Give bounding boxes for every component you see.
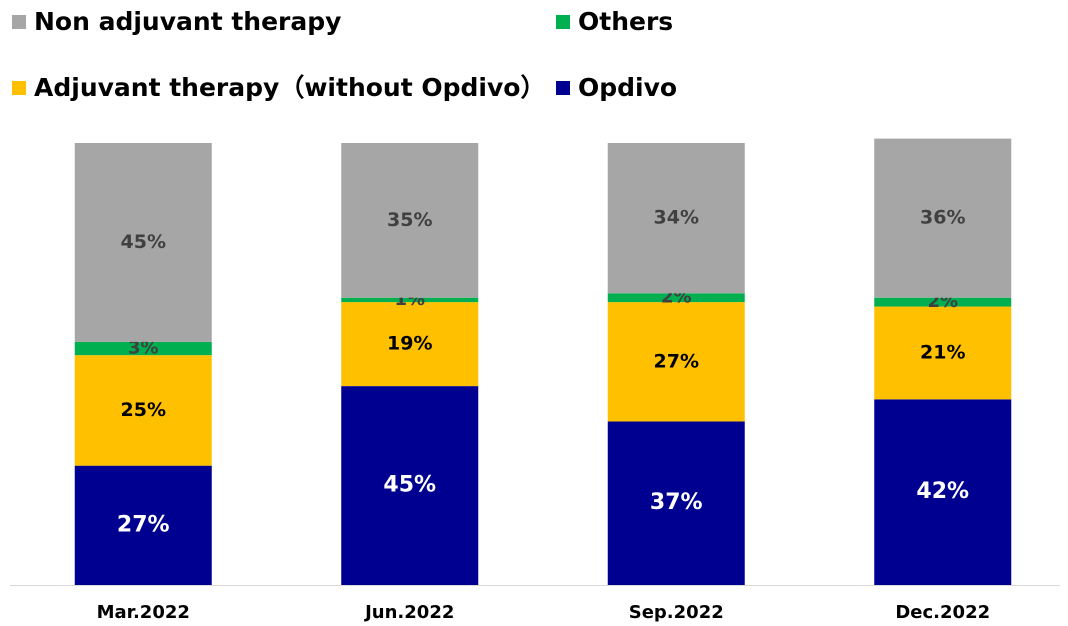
legend-label: Others [578, 7, 673, 36]
data-label: 36% [920, 207, 965, 229]
legend-swatch [556, 81, 570, 95]
legend-label: Adjuvant therapy（without Opdivo） [34, 73, 545, 102]
data-label: 27% [654, 350, 699, 372]
bar-segment [607, 421, 745, 585]
data-label: 34% [654, 207, 699, 229]
x-tick-label: Mar.2022 [97, 602, 190, 623]
bar-segment [341, 386, 479, 585]
data-label: 42% [916, 479, 969, 504]
data-label: 27% [117, 512, 170, 537]
bar-segment [74, 341, 212, 356]
data-label: 3% [128, 338, 159, 359]
legend-swatch [12, 15, 26, 29]
bar-segment [341, 143, 479, 298]
bar-segment [607, 302, 745, 422]
legend-swatch [12, 81, 26, 95]
data-label: 19% [387, 333, 432, 355]
bar-segment [74, 465, 212, 585]
bar-segment [874, 399, 1012, 585]
bar-segment [74, 143, 212, 342]
data-label: 45% [121, 231, 166, 253]
data-label: 21% [920, 341, 965, 363]
bar-segment [607, 293, 745, 303]
bar-segment [341, 297, 479, 303]
data-label: 37% [650, 490, 703, 515]
x-tick-label: Sep.2022 [629, 602, 724, 623]
x-tick-label: Jun.2022 [363, 602, 454, 623]
legend-label: Non adjuvant therapy [34, 7, 341, 36]
legend-swatch [556, 15, 570, 29]
data-label: 35% [387, 209, 432, 231]
x-tick-label: Dec.2022 [895, 602, 990, 623]
bar-segment [74, 355, 212, 466]
legend-label: Opdivo [578, 73, 677, 102]
data-label: 25% [121, 399, 166, 421]
bar-segment [607, 143, 745, 294]
bar-segment [874, 306, 1012, 400]
bar-segment [874, 138, 1012, 298]
bar-segment [874, 297, 1012, 307]
bar-segment [341, 302, 479, 387]
data-label: 45% [383, 473, 436, 498]
